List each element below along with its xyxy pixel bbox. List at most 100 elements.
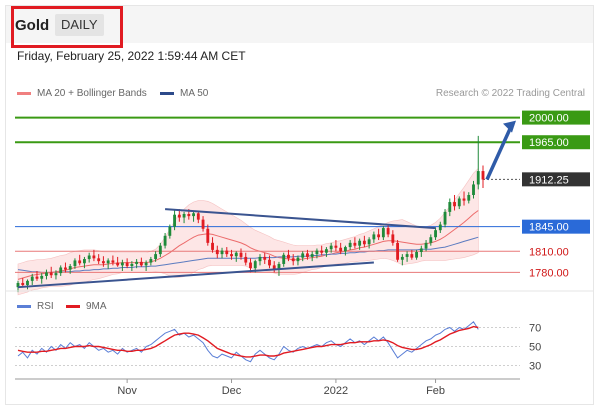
price-pane: 2000.00 1965.00 1912.25 1845.00 1810.00 1780.… [15,110,590,296]
candle [49,272,53,276]
candle [68,266,72,270]
candle [182,214,186,218]
candle [405,254,409,257]
rsi-9ma-line [17,325,479,358]
x-tick-label: Dec [222,385,242,397]
candle [92,255,96,259]
candle [362,240,366,245]
candle [467,195,471,201]
forecast-arrow-head [503,120,516,133]
candle [301,253,305,258]
x-tick-label: Feb [426,385,445,397]
candle [372,234,376,240]
candle [16,282,20,288]
candle [125,262,129,267]
legend-bollinger-swatch [17,92,31,95]
candle [116,262,120,266]
candle [419,248,423,252]
candle [343,247,347,252]
rsi-level-label: 50 [529,342,541,354]
candle [120,262,124,266]
rsi-pane: 70 50 30 [6,290,593,373]
candle [234,252,238,257]
candle [173,214,177,227]
candle [462,198,466,201]
candle [144,262,148,266]
candle [272,265,276,270]
chart-datetime: Friday, February 25, 2022 1:59:44 AM CET [17,49,246,63]
candle [30,276,34,281]
level-label: 1780.00 [529,267,569,279]
lower-trendline [17,261,374,289]
candle [410,254,414,258]
candle [244,256,248,263]
copyright-text: Research © 2022 Trading Central [435,88,585,99]
candle [258,256,262,262]
candle [130,263,134,267]
candle [211,242,214,250]
candle [310,254,314,257]
legend-rsi-swatch [17,305,31,308]
candle [400,256,404,260]
level-label-bg [522,172,590,187]
candle [391,234,395,243]
upper-trendline [165,208,436,230]
candle [443,211,447,225]
candle [158,245,162,255]
candle [434,230,437,238]
candle [87,255,91,260]
level-label-bg [522,110,590,125]
candle [26,280,29,286]
candle [135,261,139,264]
candle [268,259,271,266]
candle [263,256,267,260]
candle [249,262,252,269]
candle [296,257,300,262]
instrument-title: Gold [15,17,50,34]
candle [59,267,63,274]
candle [168,226,172,236]
candle [424,242,428,249]
legend-bollinger: MA 20 + Bollinger Bands [17,88,147,99]
candle [206,228,210,243]
timeframe-button[interactable]: DAILY [55,14,104,36]
candle [348,242,352,248]
candle [306,253,309,257]
level-label: 1965.00 [529,137,569,149]
candle [73,260,77,267]
candle [21,282,25,286]
legend-rsi-label: RSI [37,301,54,312]
candle [225,250,229,255]
candle [381,228,385,238]
candle [111,260,115,263]
level-label: 1912.25 [529,174,569,186]
rsi-level-label: 70 [529,323,541,335]
candle [339,247,343,252]
candle [64,267,67,270]
candle [481,171,485,180]
candle [230,254,233,257]
candle [139,261,143,266]
candle [353,242,357,246]
x-tick-label: Nov [117,385,137,397]
rsi-level-label: 30 [529,361,541,373]
ma50-line [17,236,479,273]
ma20-line [17,210,479,280]
level-label-bg [522,135,590,150]
candle [215,249,219,255]
candle [324,249,328,253]
candle [101,261,105,264]
candle [45,272,48,276]
legend-9ma-swatch [66,305,80,308]
candle [476,171,480,185]
legend-ma50: MA 50 [160,88,208,99]
legend-9ma: 9MA [66,301,107,312]
x-tick-label: 2022 [324,385,348,397]
candle [457,198,461,207]
candle [287,254,290,259]
bollinger-band [17,167,479,296]
forecast-arrow [485,125,513,181]
candle [396,242,400,260]
candle [97,258,101,262]
